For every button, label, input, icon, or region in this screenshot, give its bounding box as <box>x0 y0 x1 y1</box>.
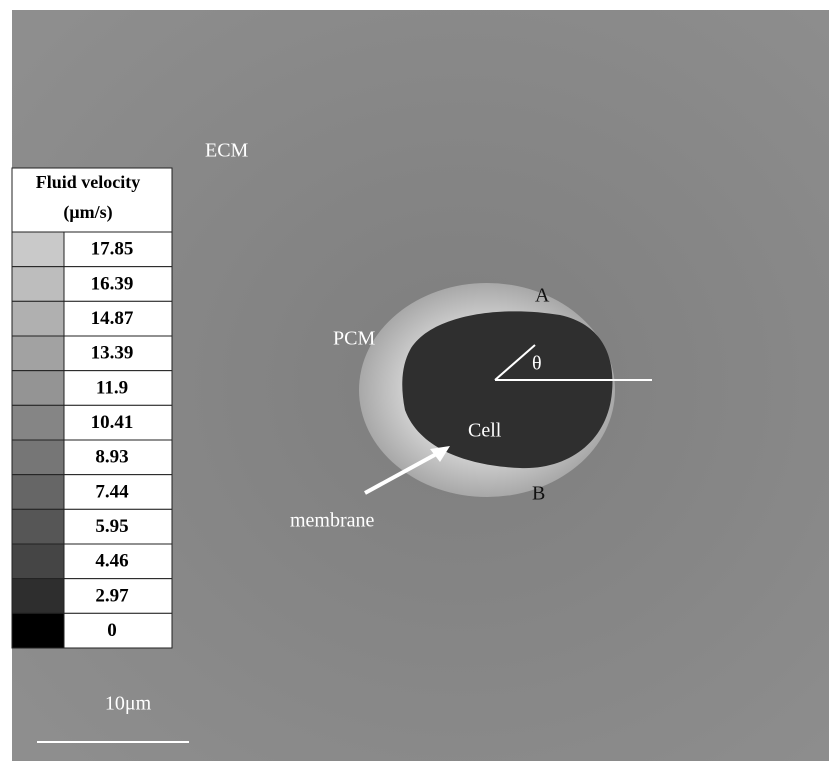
point-a: A <box>535 285 550 307</box>
legend-swatch <box>12 544 64 579</box>
legend-value: 2.97 <box>95 585 129 606</box>
pcm-label: PCM <box>333 328 375 350</box>
legend-cell <box>64 613 172 648</box>
legend-value: 10.41 <box>91 412 134 433</box>
legend-value: 4.46 <box>95 551 128 572</box>
legend-swatch <box>12 440 64 475</box>
legend-swatch <box>12 579 64 614</box>
point-b: B <box>532 483 545 505</box>
legend-swatch <box>12 475 64 510</box>
scale-label: 10μm <box>105 693 152 715</box>
cell <box>402 311 612 468</box>
legend-value: 13.39 <box>91 343 134 364</box>
legend-swatch <box>12 336 64 371</box>
legend-value: 11.9 <box>96 377 128 398</box>
legend-swatch <box>12 509 64 544</box>
theta-label: θ <box>532 353 542 375</box>
legend-value: 5.95 <box>95 516 128 537</box>
legend-swatch <box>12 301 64 336</box>
membrane-label: membrane <box>290 510 375 532</box>
legend: Fluid velocity (μm/s) 17.85 16.39 14.87 13.… <box>12 168 172 648</box>
legend-swatch <box>12 405 64 440</box>
legend-value: 0 <box>107 620 117 641</box>
legend-value: 14.87 <box>91 308 134 329</box>
legend-swatch <box>12 613 64 648</box>
legend-swatch <box>12 267 64 302</box>
ecm-label: ECM <box>205 140 249 162</box>
legend-swatch <box>12 371 64 406</box>
legend-title: Fluid velocity <box>36 172 141 192</box>
legend-value: 16.39 <box>91 273 134 294</box>
legend-swatch <box>12 232 64 267</box>
legend-value: 7.44 <box>95 481 129 502</box>
legend-value: 8.93 <box>95 447 128 468</box>
legend-unit: (μm/s) <box>63 202 112 223</box>
legend-value: 17.85 <box>91 239 134 260</box>
figure: ECM PCM A B θ Cell membrane 10μm Fluid v… <box>0 0 829 761</box>
cell-label: Cell <box>468 420 502 442</box>
